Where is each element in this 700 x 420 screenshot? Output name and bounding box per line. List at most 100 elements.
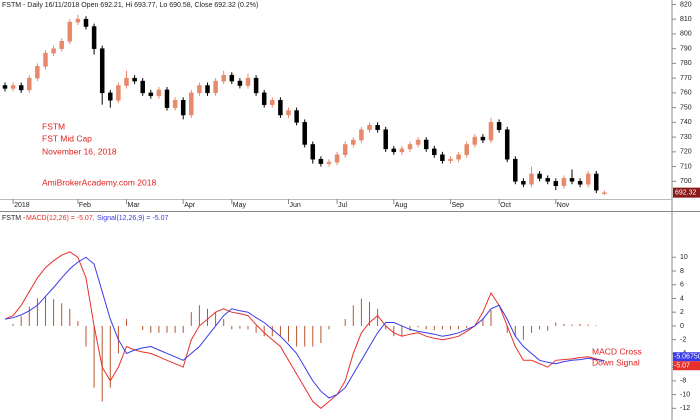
y-tick-label: 730: [680, 134, 692, 141]
histogram-bar: [417, 325, 419, 328]
histogram-bar: [215, 312, 217, 326]
candle-body: [189, 92, 194, 116]
histogram-bar: [563, 323, 565, 326]
y-tick-label: 820: [680, 1, 692, 8]
y-tick-label: 4: [680, 295, 684, 302]
candle-body: [205, 85, 210, 94]
candle-body: [67, 21, 73, 42]
histogram-bar: [490, 310, 492, 326]
histogram-bar: [522, 325, 524, 340]
histogram-bar: [158, 325, 160, 333]
histogram-bar: [255, 325, 257, 333]
y-tick-label: 710: [680, 163, 692, 170]
histogram-bar: [514, 325, 516, 337]
candle-body: [545, 178, 550, 182]
histogram-bar: [547, 325, 549, 331]
candle-body: [456, 154, 461, 160]
histogram-bar: [360, 298, 362, 326]
candle-body: [302, 122, 307, 145]
x-tick-label: May: [233, 202, 247, 209]
candle-body: [318, 158, 324, 164]
candle-body: [261, 92, 267, 105]
candle-body: [480, 136, 486, 141]
y-tick-label: -12: [680, 405, 690, 412]
price-header: FSTM - Daily 16/11/2018 Open 692.21, Hi …: [2, 2, 258, 9]
y-tick-label: 760: [680, 90, 692, 97]
y-tick-label: -2: [680, 337, 686, 344]
y-tick-label: 2: [680, 309, 684, 316]
histogram-bar: [450, 325, 451, 330]
histogram-bar: [142, 325, 144, 331]
x-tick-label: Feb: [79, 202, 91, 209]
candle-body: [237, 80, 243, 86]
x-tick-label: Jul: [338, 202, 347, 209]
y-tick-label: 770: [680, 75, 692, 82]
candle-body: [367, 125, 372, 130]
candle-body: [351, 139, 356, 145]
candle-body: [391, 148, 397, 153]
x-tick-label: Oct: [500, 202, 511, 209]
candle-body: [10, 85, 16, 89]
candle-body: [164, 89, 170, 108]
histogram-bar: [190, 312, 192, 326]
histogram-bar: [166, 325, 168, 333]
histogram-bar: [36, 298, 38, 326]
histogram-bar: [12, 323, 14, 326]
histogram-bar: [288, 325, 289, 342]
y-tick-label: 8: [680, 268, 684, 275]
candle-body: [197, 85, 202, 94]
histogram-bar: [93, 325, 95, 388]
candle-body: [326, 161, 332, 164]
candle-body: [585, 173, 591, 185]
candle-body: [561, 178, 567, 186]
indicator-header: FSTM -: [2, 215, 26, 222]
histogram-bar: [126, 319, 127, 326]
x-tick-label: 2018: [14, 202, 30, 209]
candle-body: [148, 92, 154, 97]
histogram-bar: [304, 325, 306, 347]
x-tick-label: Jun: [290, 202, 301, 209]
histogram-bar: [328, 325, 330, 330]
histogram-bar: [506, 325, 508, 333]
histogram-bar: [587, 324, 589, 326]
histogram-bar: [53, 299, 55, 326]
candle-body: [35, 66, 40, 79]
y-tick-label: 750: [680, 104, 692, 111]
annotation: November 16, 2018: [42, 146, 117, 156]
candle-body: [496, 122, 502, 130]
end-label: -5.07: [674, 363, 690, 370]
histogram-bar: [223, 319, 225, 326]
candle-body: [432, 148, 437, 156]
histogram-bar: [174, 325, 176, 333]
histogram-bar: [198, 305, 200, 326]
y-tick-label: 810: [680, 16, 692, 23]
histogram-bar: [539, 325, 541, 330]
candle-body: [59, 41, 64, 49]
annotation: FST Mid Cap: [42, 133, 92, 143]
candle-body: [75, 18, 81, 23]
y-tick-label: -8: [680, 378, 686, 385]
candle-body: [472, 136, 478, 145]
histogram-bar: [247, 325, 249, 330]
candle-body: [375, 125, 380, 130]
indicator-header: MACD(12,26) = -5.07,: [26, 215, 95, 222]
candle-body: [342, 144, 348, 156]
candle-body: [156, 89, 162, 97]
x-tick-label: Mar: [128, 202, 141, 209]
x-tick-label: Sep: [452, 202, 465, 209]
candle-body: [359, 129, 364, 141]
y-tick-label: -10: [680, 391, 690, 398]
candle-body: [334, 154, 340, 163]
candle-body: [108, 92, 113, 101]
candle-body: [513, 158, 518, 182]
candle-body: [83, 18, 89, 27]
histogram-bar: [441, 325, 443, 330]
x-tick-label: Aug: [395, 202, 408, 209]
histogram-bar: [409, 325, 411, 331]
y-tick-label: 0: [680, 323, 684, 330]
histogram-bar: [182, 325, 184, 333]
histogram-bar: [150, 325, 152, 333]
histogram-bar: [279, 325, 281, 337]
candle-body: [229, 74, 235, 82]
